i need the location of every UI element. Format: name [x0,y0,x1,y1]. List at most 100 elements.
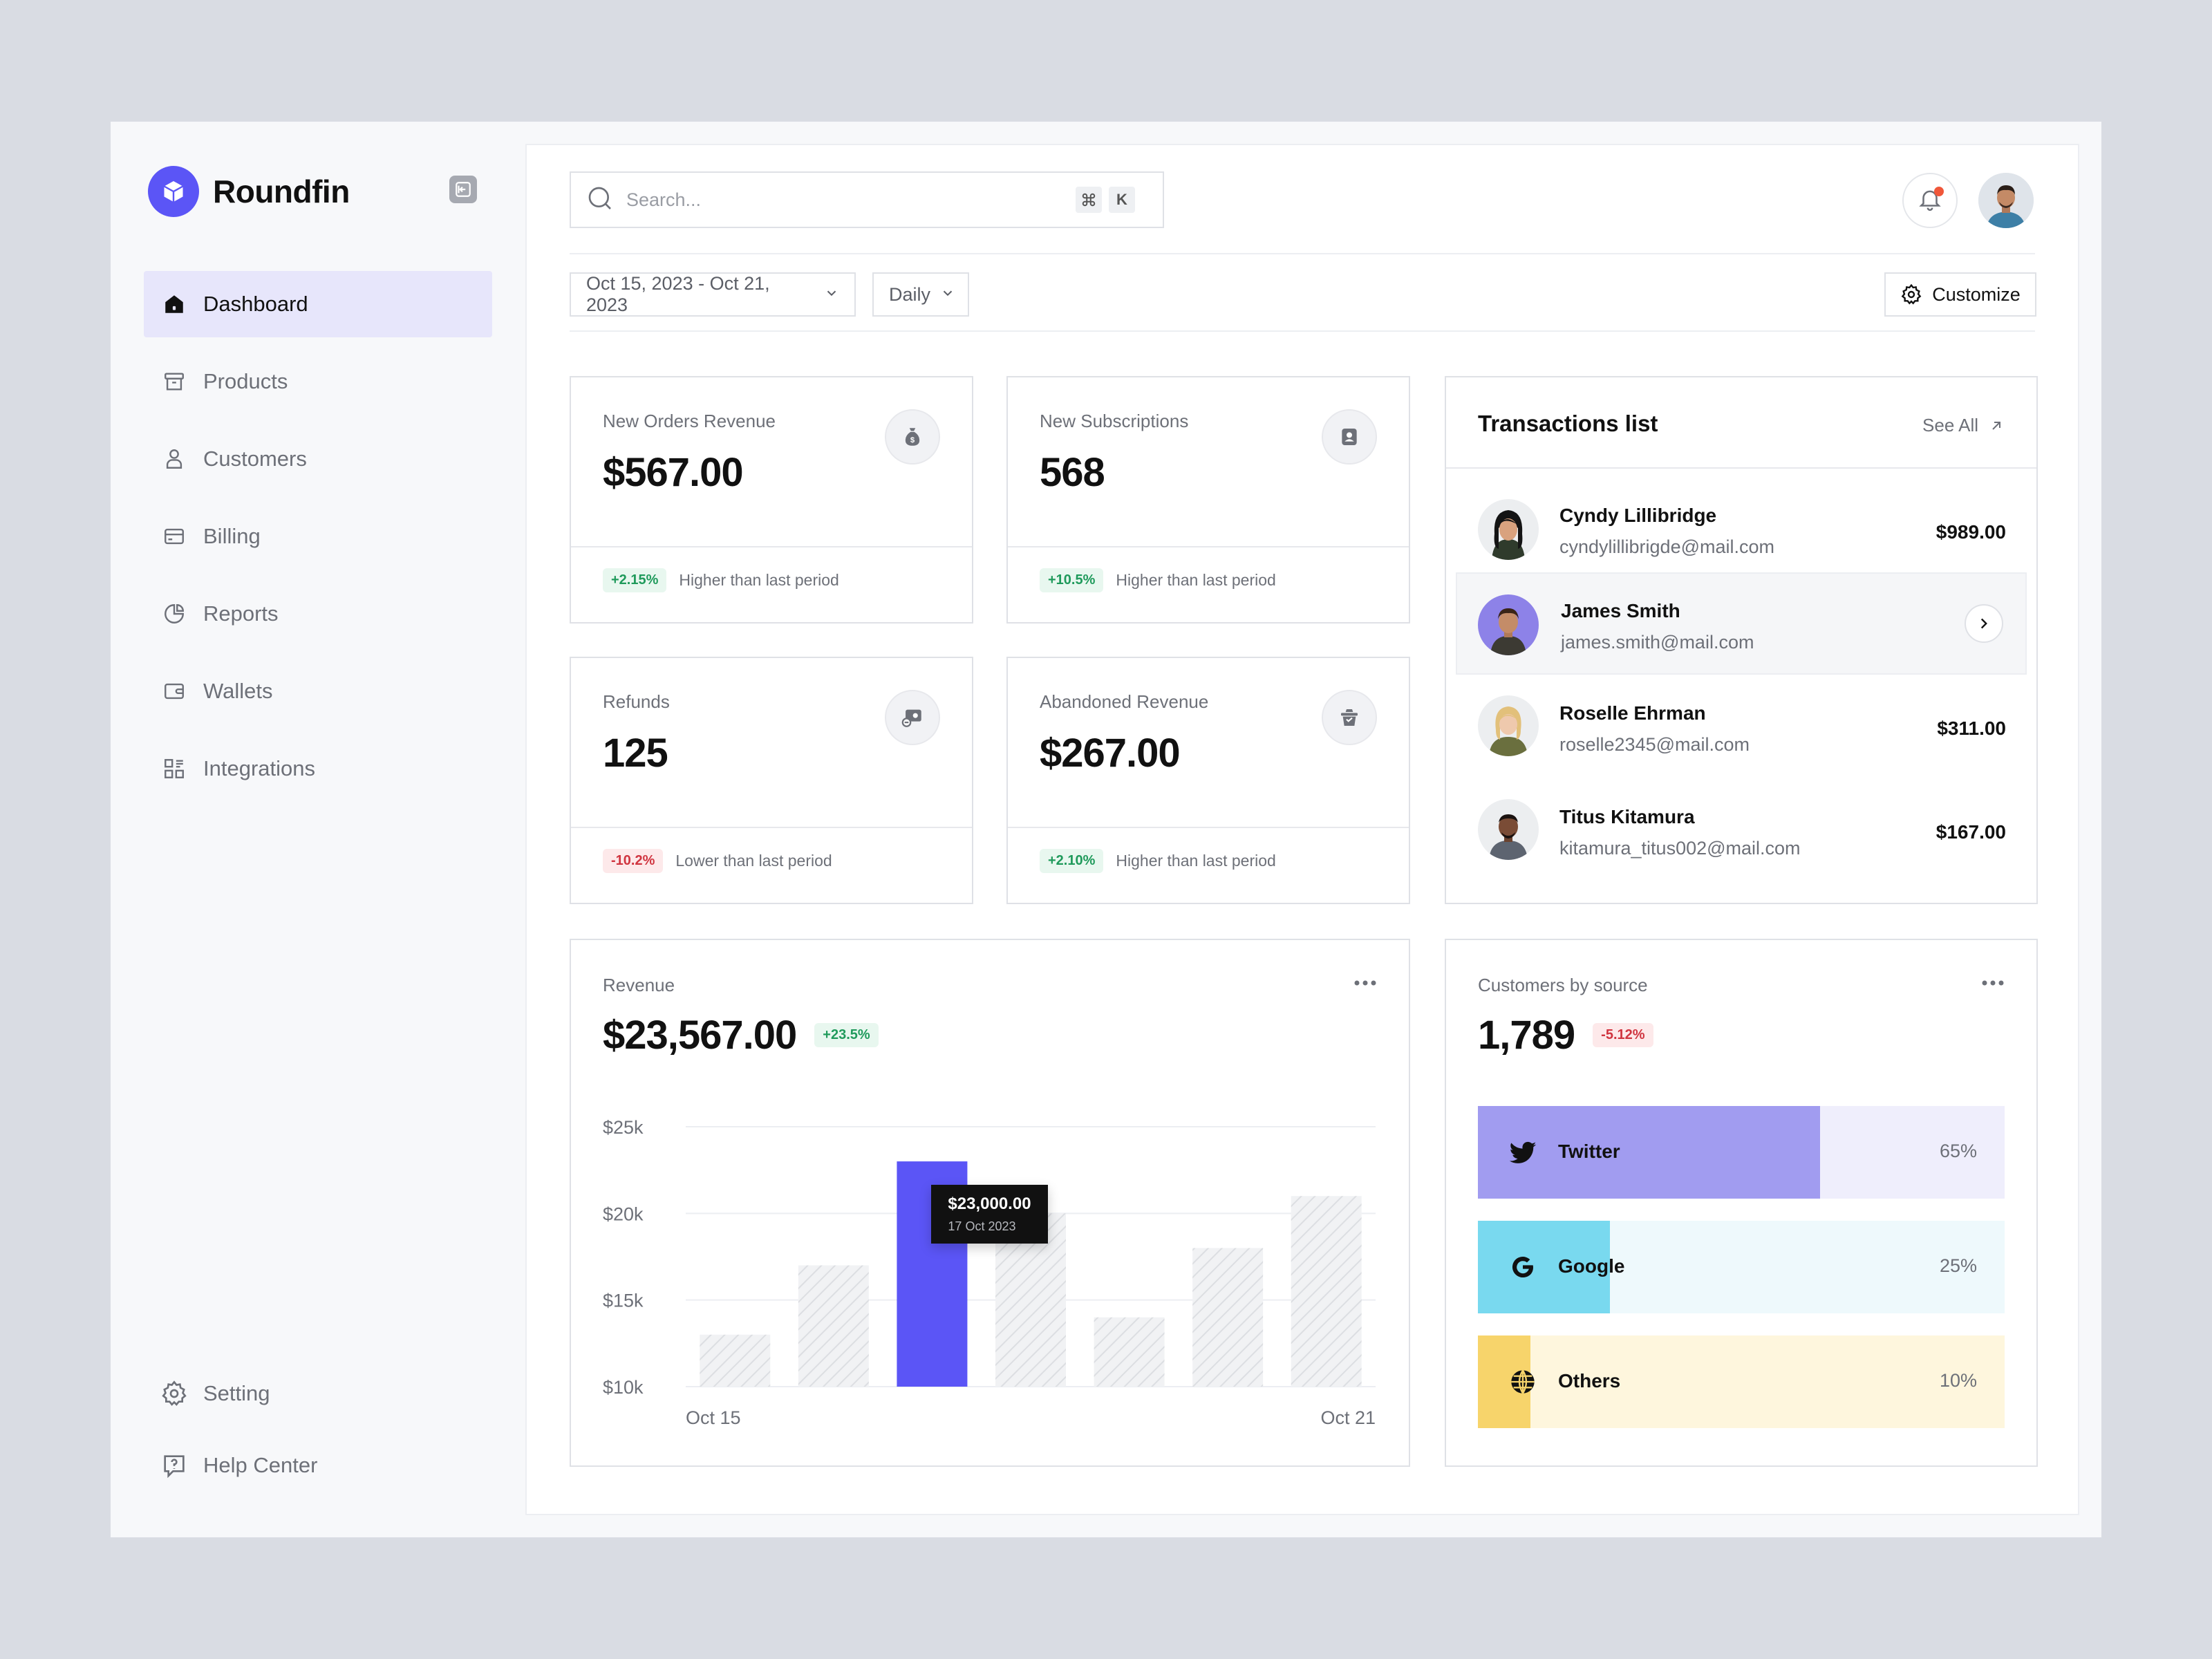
gear-icon [160,1380,188,1407]
chevron-right-icon[interactable] [1965,604,2003,643]
collapse-sidebar-icon[interactable] [449,176,477,203]
stat-footer: +2.10% Higher than last period [1040,849,1276,873]
transaction-amount: $989.00 [1936,521,2006,543]
header-divider [570,253,2035,254]
y-tick-label: $25k [603,1117,644,1138]
date-range-select[interactable]: Oct 15, 2023 - Oct 21, 2023 [570,272,856,317]
source-fill [1478,1221,1610,1313]
brand[interactable]: Roundfin [148,166,350,217]
customer-avatar [1478,799,1539,860]
source-percent: 10% [1939,1370,1977,1391]
customers-by-source-card: Customers by source 1,789 -5.12% Twitter… [1445,939,2038,1467]
sidebar-nav: Dashboard Products Customers Billing Rep… [144,271,492,813]
sidebar-item-wallets[interactable]: Wallets [144,658,492,724]
credit-card-icon [160,523,188,550]
twitter-icon [1508,1138,1537,1167]
customer-email: kitamura_titus002@mail.com [1559,838,1801,859]
source-total: 1,789 [1478,1013,1575,1058]
change-note: Higher than last period [679,571,839,589]
shortcut-key: K [1109,187,1135,213]
source-name: Google [1558,1255,1625,1277]
grid-icon [160,755,188,782]
chart-tooltip: $23,000.00 17 Oct 2023 [931,1185,1048,1244]
y-tick-label: $10k [603,1377,644,1398]
google-icon [1508,1253,1537,1282]
change-badge: +2.15% [603,568,667,592]
customer-email: james.smith@mail.com [1561,632,1754,653]
stat-divider [571,546,972,547]
tooltip-value: $23,000.00 [948,1194,1031,1214]
customer-name: Titus Kitamura [1559,806,1695,827]
sidebar-item-dashboard[interactable]: Dashboard [144,271,492,337]
home-icon [160,290,188,318]
stat-card-refunds[interactable]: Refunds 125 -10.2% Lower than last perio… [570,657,973,904]
transaction-row[interactable]: Cyndy Lillibridge cyndylillibrigde@mail.… [1456,470,2027,572]
sidebar-item-label: Customers [203,447,307,471]
change-badge: +23.5% [814,1023,879,1047]
source-percent: 65% [1939,1141,1977,1161]
transaction-amount: $311.00 [1937,718,2006,739]
revenue-title: Revenue [603,975,675,995]
transaction-row[interactable]: Titus Kitamura kitamura_titus002@mail.co… [1456,780,2027,882]
sidebar-item-label: Integrations [203,756,315,780]
revenue-bar[interactable] [1192,1248,1264,1387]
more-options-icon[interactable] [1981,979,2005,987]
svg-text:$: $ [910,436,915,444]
customer-email: cyndylillibrigde@mail.com [1559,536,1775,557]
notifications-button[interactable] [1902,173,1958,228]
source-name: Twitter [1558,1141,1620,1162]
revenue-bar[interactable] [798,1265,869,1387]
source-percent: 25% [1939,1255,1977,1276]
search-input[interactable] [626,189,1069,211]
transaction-row[interactable]: James Smith james.smith@mail.com [1456,572,2027,675]
see-all-link[interactable]: See All [1922,415,2005,436]
sidebar-item-integrations[interactable]: Integrations [144,735,492,802]
sidebar-item-customers[interactable]: Customers [144,426,492,492]
search-bar[interactable]: K [570,171,1164,228]
y-tick-label: $15k [603,1291,644,1311]
period-value: Daily [889,283,931,305]
chevron-down-icon [940,284,955,306]
x-tick-label: Oct 21 [1320,1407,1376,1428]
user-avatar[interactable] [1978,173,2034,228]
sidebar-item-label: Setting [203,1381,270,1405]
source-bar-google[interactable]: Google 25% [1478,1221,2005,1313]
transactions-title: Transactions list [1478,411,1658,436]
revenue-bar[interactable] [700,1334,771,1387]
bell-icon [1917,186,1943,216]
sidebar-item-label: Billing [203,524,261,548]
change-badge: -10.2% [603,849,664,873]
stat-value: $267.00 [1040,731,1181,776]
source-bar-others[interactable]: Others 10% [1478,1335,2005,1428]
more-options-icon[interactable] [1353,979,1377,987]
sidebar: Roundfin Dashboard Products Customers Bi… [111,122,525,1537]
wallet-icon [160,677,188,705]
y-tick-label: $20k [603,1203,644,1224]
period-select[interactable]: Daily [872,272,969,317]
source-bar-twitter[interactable]: Twitter 65% [1478,1106,2005,1199]
tooltip-date: 17 Oct 2023 [948,1219,1016,1234]
stat-card-new-orders-revenue[interactable]: New Orders Revenue $567.00 $ +2.15% High… [570,376,973,624]
basket-icon [1322,690,1377,745]
transaction-row[interactable]: Roselle Ehrman roselle2345@mail.com $311… [1456,676,2027,778]
sidebar-item-help-center[interactable]: Help Center [160,1438,451,1493]
stat-card-abandoned-revenue[interactable]: Abandoned Revenue $267.00 +2.10% Higher … [1006,657,1410,904]
revenue-headline: $23,567.00 +23.5% [603,1012,879,1058]
customize-button[interactable]: Customize [1884,272,2036,317]
main-panel: K Oct 15, 2023 - Oct 21, 2023 Daily Cust… [525,144,2079,1515]
customer-email: roselle2345@mail.com [1559,734,1750,755]
stat-title: New Orders Revenue [603,411,776,431]
money-bag-icon: $ [885,409,940,465]
sidebar-item-products[interactable]: Products [144,348,492,415]
change-badge: -5.12% [1593,1023,1653,1047]
revenue-value: $23,567.00 [603,1013,797,1058]
revenue-bar[interactable] [1291,1196,1362,1387]
stat-card-new-subscriptions[interactable]: New Subscriptions 568 +10.5% Higher than… [1006,376,1410,624]
customer-name: James Smith [1561,600,1680,621]
sidebar-item-setting[interactable]: Setting [160,1366,451,1421]
archive-box-icon [160,368,188,395]
sidebar-item-billing[interactable]: Billing [144,503,492,570]
revenue-bar[interactable] [1094,1317,1165,1387]
sidebar-item-reports[interactable]: Reports [144,581,492,647]
stat-title: New Subscriptions [1040,411,1189,431]
